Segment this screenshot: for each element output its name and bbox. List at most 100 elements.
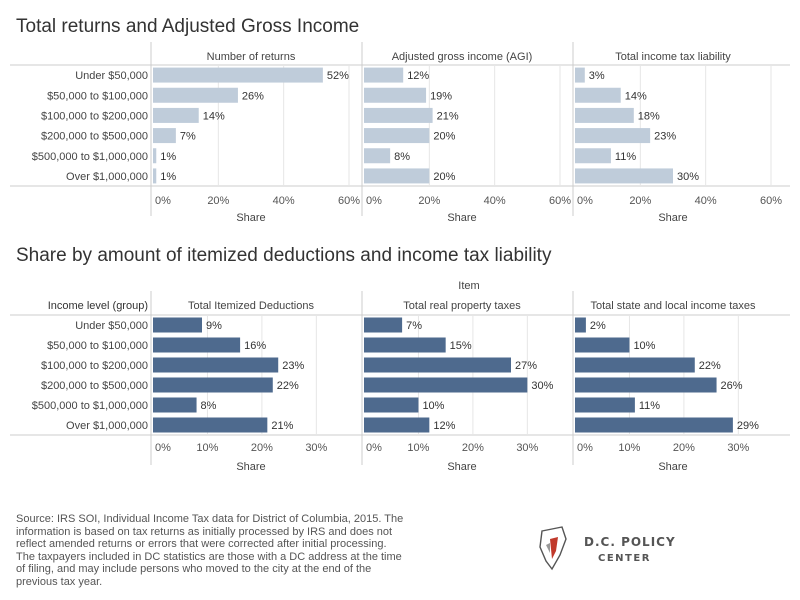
bottom-section-title: Share by amount of itemized deductions a…: [16, 245, 552, 266]
bar: [364, 128, 430, 144]
data-label: 11%: [639, 400, 660, 412]
data-label: 7%: [406, 320, 422, 332]
category-label: $200,000 to $500,000: [41, 131, 148, 143]
row-header: Income level (group): [48, 300, 148, 312]
tick-label: 20%: [629, 195, 651, 207]
bar: [153, 87, 238, 103]
data-label: 11%: [615, 151, 636, 163]
data-label: 27%: [515, 360, 537, 372]
bar: [575, 67, 585, 83]
tick-label: 30%: [305, 442, 327, 454]
source-note: Source: IRS SOI, Individual Income Tax d…: [16, 513, 404, 588]
tick-label: 10%: [196, 442, 218, 454]
bar: [364, 168, 430, 184]
data-label: 21%: [271, 420, 293, 432]
tick-label: 10%: [618, 442, 640, 454]
x-axis-title: Share: [236, 212, 265, 224]
data-label: 15%: [450, 340, 472, 352]
category-label: Over $1,000,000: [66, 420, 148, 432]
category-label: $50,000 to $100,000: [47, 90, 148, 102]
data-label: 10%: [633, 340, 655, 352]
data-label: 26%: [721, 380, 743, 392]
bar: [153, 128, 176, 144]
tick-label: 20%: [418, 195, 440, 207]
category-label: $500,000 to $1,000,000: [32, 151, 148, 163]
x-axis-title: Share: [447, 461, 476, 473]
tick-label: 10%: [407, 442, 429, 454]
category-label: Under $50,000: [75, 70, 148, 82]
data-label: 7%: [180, 131, 196, 143]
data-label: 1%: [160, 171, 176, 183]
category-label: $50,000 to $100,000: [47, 340, 148, 352]
bar: [575, 168, 673, 184]
category-label: Under $50,000: [75, 320, 148, 332]
dc-map-icon: [539, 526, 567, 571]
bar: [153, 397, 197, 413]
data-label: 29%: [737, 420, 759, 432]
bar: [364, 67, 404, 83]
bar: [153, 417, 268, 433]
data-label: 18%: [638, 110, 660, 122]
tick-label: 30%: [727, 442, 749, 454]
tick-label: 40%: [273, 195, 295, 207]
bar: [364, 148, 391, 164]
panel-title: Adjusted gross income (AGI): [392, 51, 533, 63]
bar: [153, 357, 279, 373]
tick-label: 20%: [207, 195, 229, 207]
bar: [153, 107, 199, 123]
bar: [153, 377, 273, 393]
bar: [153, 148, 157, 164]
dc-policy-center-logo: D.C. POLICY CENTER: [536, 525, 676, 575]
data-label: 1%: [160, 151, 176, 163]
x-axis-title: Share: [658, 212, 687, 224]
tick-label: 20%: [462, 442, 484, 454]
data-label: 20%: [433, 131, 455, 143]
bar: [575, 337, 630, 353]
top-section-title: Total returns and Adjusted Gross Income: [16, 16, 360, 37]
bar: [364, 377, 528, 393]
data-label: 30%: [677, 171, 699, 183]
item-header: Item: [458, 280, 479, 292]
tick-label: 0%: [577, 442, 593, 454]
data-label: 14%: [625, 90, 647, 102]
data-label: 2%: [590, 320, 606, 332]
data-label: 22%: [699, 360, 721, 372]
data-label: 16%: [244, 340, 266, 352]
panel-title: Total income tax liability: [615, 51, 731, 63]
x-axis-title: Share: [447, 212, 476, 224]
panel-title: Total Itemized Deductions: [188, 300, 314, 312]
data-label: 9%: [206, 320, 222, 332]
bar: [575, 107, 634, 123]
bar: [575, 397, 635, 413]
bar: [575, 317, 586, 333]
tick-label: 0%: [577, 195, 593, 207]
data-label: 8%: [201, 400, 217, 412]
data-label: 8%: [394, 151, 410, 163]
tick-label: 40%: [484, 195, 506, 207]
tick-label: 0%: [366, 195, 382, 207]
category-label: Over $1,000,000: [66, 171, 148, 183]
tick-label: 40%: [695, 195, 717, 207]
data-label: 10%: [422, 400, 444, 412]
data-label: 23%: [282, 360, 304, 372]
bar: [575, 87, 621, 103]
data-label: 52%: [327, 70, 349, 82]
bar: [153, 317, 202, 333]
bar: [575, 417, 733, 433]
panel-title: Total state and local income taxes: [590, 300, 756, 312]
bar: [575, 357, 695, 373]
bar: [153, 337, 241, 353]
data-label: 22%: [277, 380, 299, 392]
data-label: 21%: [437, 110, 459, 122]
logo-line1: D.C. POLICY: [584, 535, 676, 549]
tick-label: 60%: [549, 195, 571, 207]
tick-label: 60%: [338, 195, 360, 207]
data-label: 26%: [242, 90, 264, 102]
bar: [575, 128, 651, 144]
data-label: 20%: [433, 171, 455, 183]
bar: [364, 87, 427, 103]
data-label: 12%: [407, 70, 429, 82]
bar: [153, 67, 323, 83]
tick-label: 0%: [155, 442, 171, 454]
